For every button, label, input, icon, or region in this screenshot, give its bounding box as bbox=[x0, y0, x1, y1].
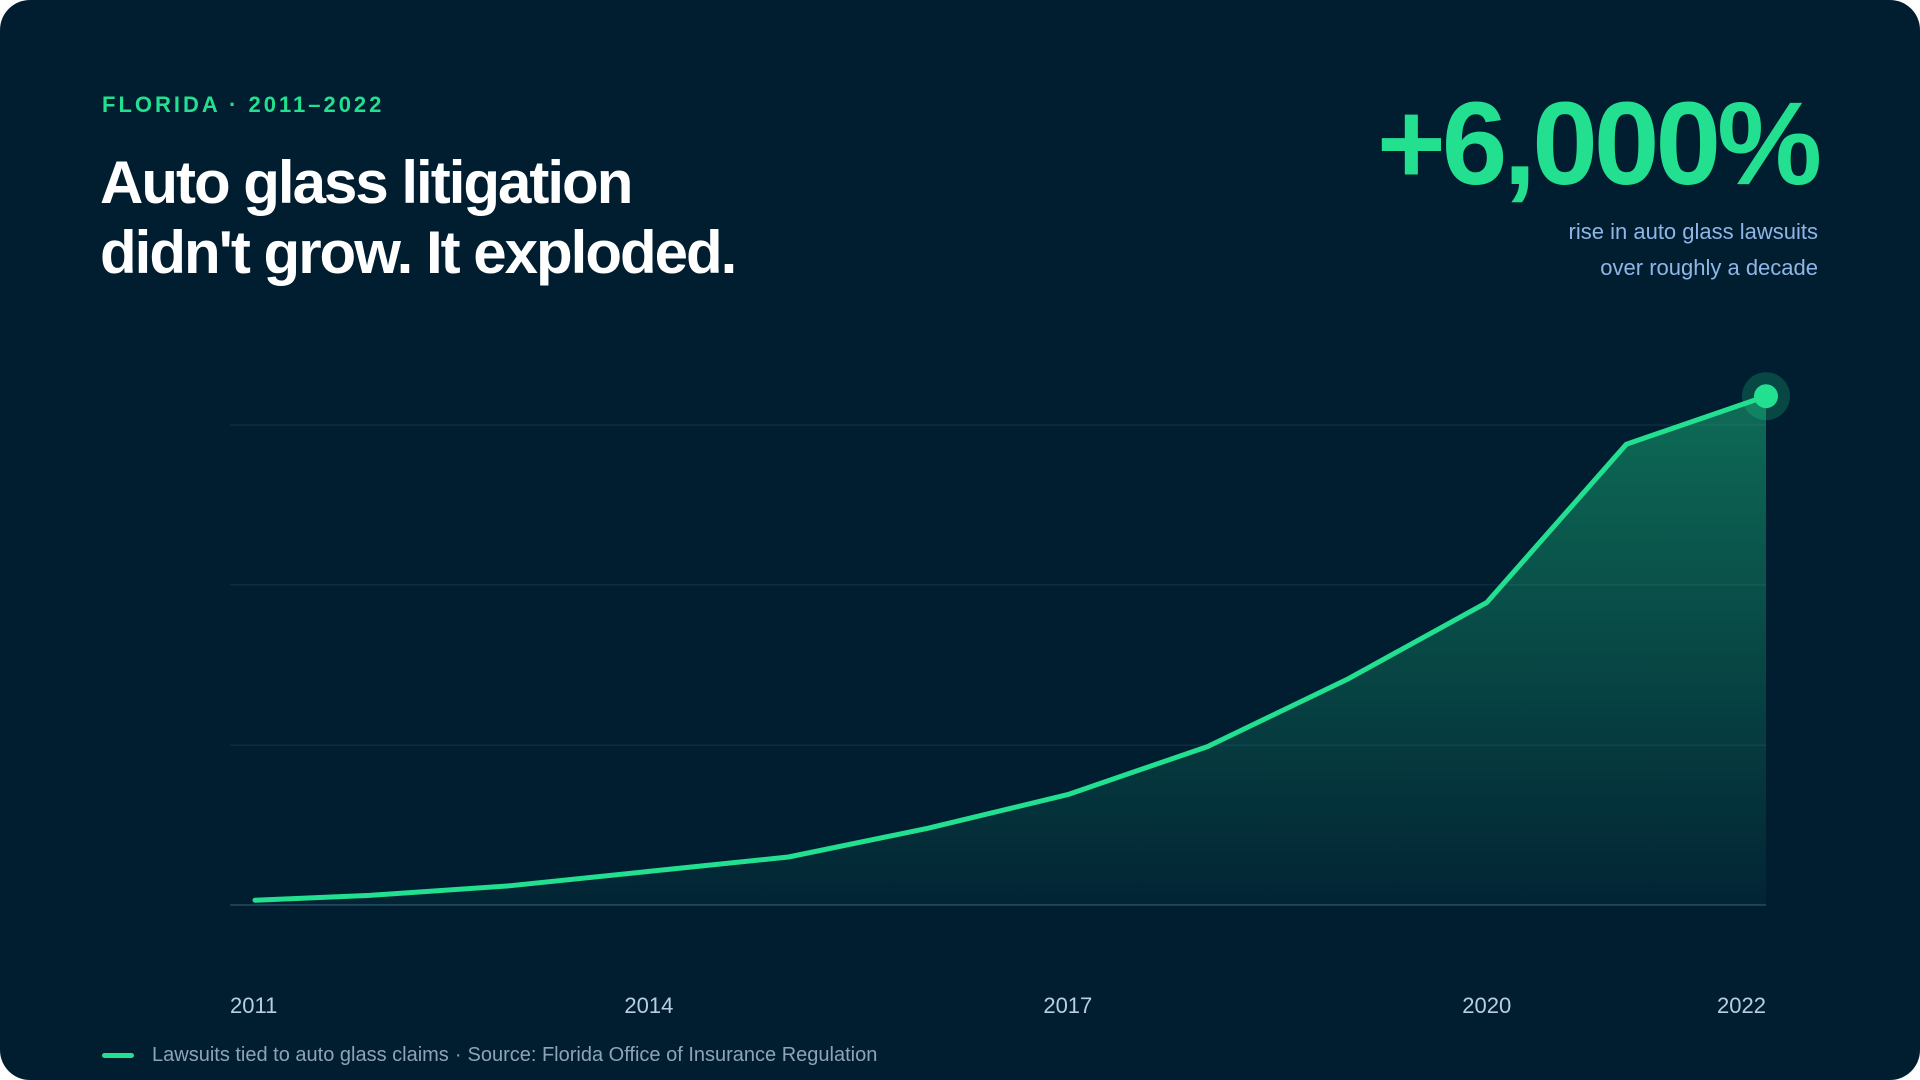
legend-separator: · bbox=[454, 1043, 462, 1066]
legend-series-label: Lawsuits tied to auto glass claims bbox=[152, 1043, 449, 1066]
stat-value: +6,000% bbox=[1376, 78, 1822, 210]
legend: Lawsuits tied to auto glass claims · Sou… bbox=[102, 1042, 877, 1068]
x-tick-label: 2017 bbox=[1043, 993, 1092, 1018]
legend-swatch bbox=[102, 1052, 134, 1058]
stat-callout: +6,000% rise in auto glass lawsuits over… bbox=[1376, 78, 1822, 286]
series-line bbox=[252, 393, 1769, 903]
x-axis-ticks: 2011 2014 2017 2020 2022 bbox=[230, 993, 1766, 1018]
area-fill bbox=[255, 396, 1766, 905]
stat-caption-line-1: rise in auto glass lawsuits bbox=[1568, 219, 1818, 244]
x-tick-label: 2020 bbox=[1462, 993, 1511, 1018]
area-layer bbox=[255, 396, 1766, 905]
eyebrow-label: FLORIDA · 2011–2022 bbox=[102, 92, 385, 117]
headline-line-2: didn't grow. It exploded. bbox=[100, 219, 737, 286]
point-layer bbox=[1742, 372, 1790, 421]
stat-caption-line-2: over roughly a decade bbox=[1600, 255, 1818, 280]
headline: Auto glass litigation didn't grow. It ex… bbox=[100, 148, 900, 288]
legend-source: Source: Florida Office of Insurance Regu… bbox=[467, 1043, 878, 1066]
x-tick-label: 2011 bbox=[230, 993, 277, 1018]
headline-line-1: Auto glass litigation bbox=[100, 149, 633, 216]
x-tick-label: 2014 bbox=[624, 993, 673, 1018]
x-tick-label: 2022 bbox=[1717, 993, 1766, 1018]
stat-caption: rise in auto glass lawsuits over roughly… bbox=[1377, 214, 1818, 286]
end-point-marker bbox=[1754, 384, 1778, 409]
line-layer bbox=[252, 393, 1769, 903]
